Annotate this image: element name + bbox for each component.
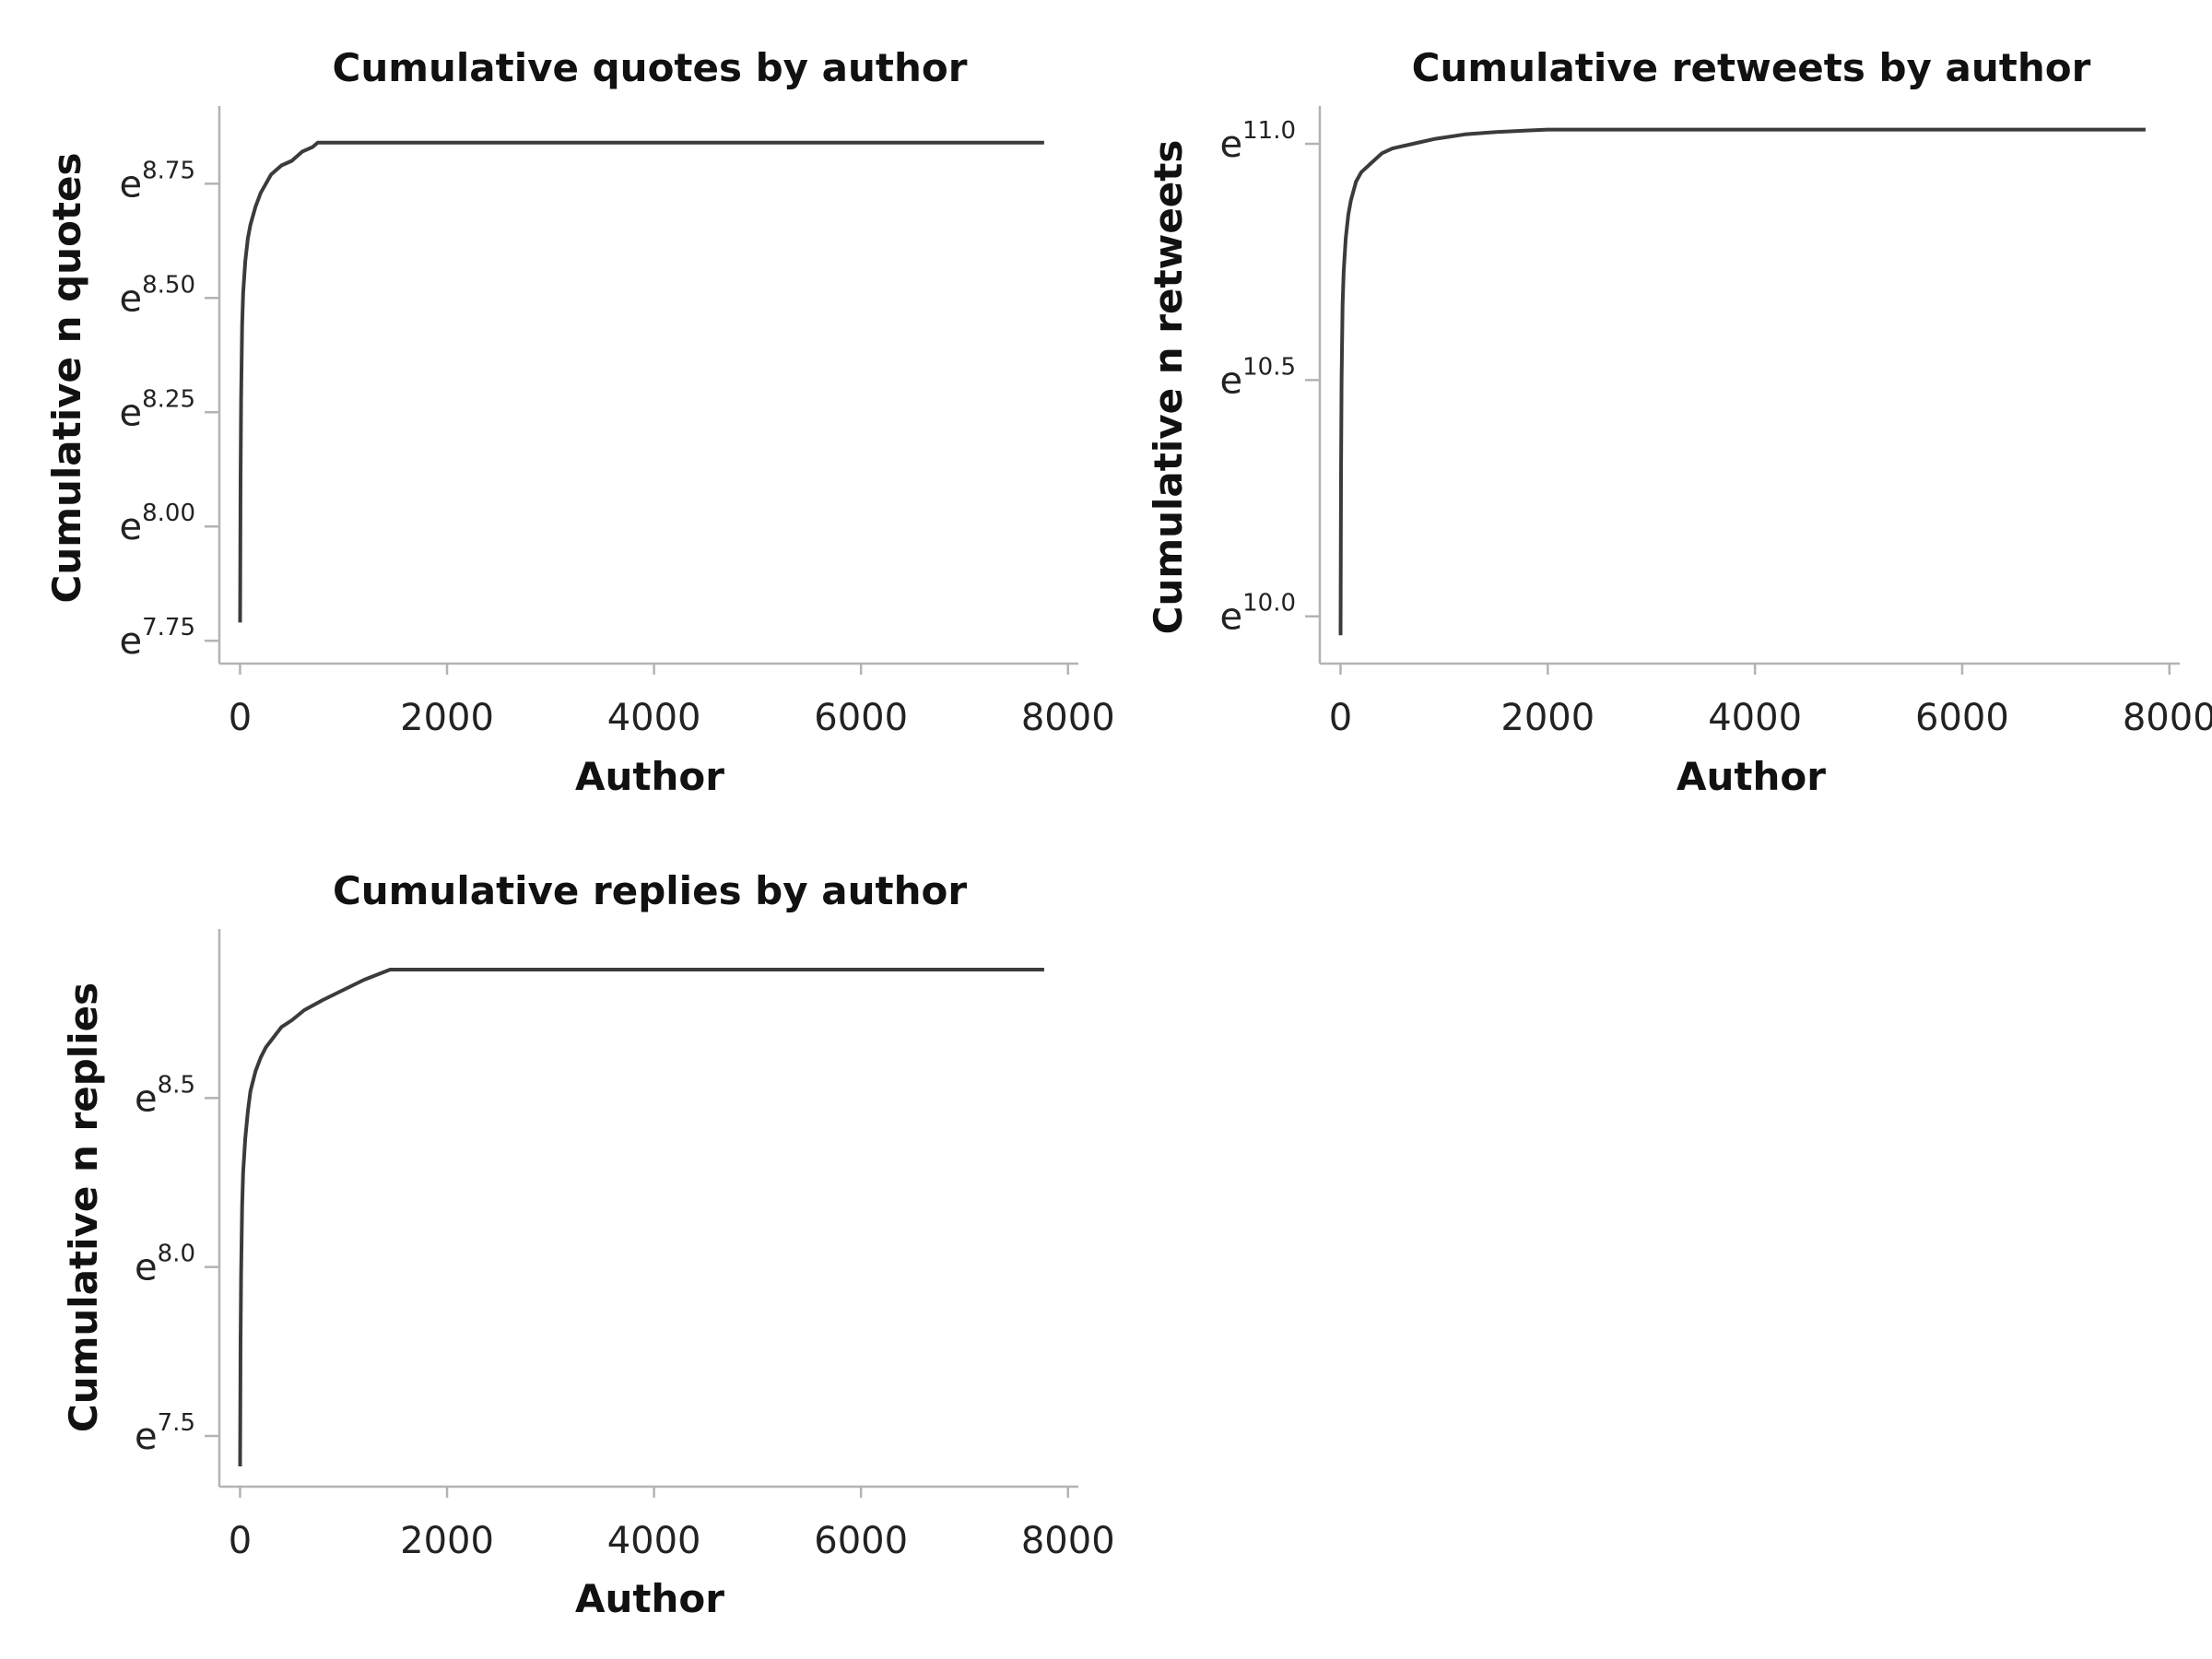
quotes-plot-area: 0 2000 4000 6000 8000 e7.75 e8.00 e8.25 e8.50 e8.… — [120, 106, 1115, 739]
quotes-x-tick-label: 8000 — [1021, 697, 1115, 739]
replies-y-tick-label: e8.5 — [135, 1071, 195, 1120]
replies-plot-area: 0 2000 4000 6000 8000 e7.5 e8.0 e8.5 — [135, 929, 1115, 1562]
quotes-series-line — [238, 140, 1044, 623]
replies-x-tick-label: 8000 — [1021, 1520, 1115, 1562]
retweets-plot-area: 0 2000 4000 6000 8000 e10.0 e10.5 e11.0 — [1220, 106, 2212, 739]
replies-x-axis-label: Author — [575, 1576, 724, 1621]
retweets-y-tick-label: e11.0 — [1220, 117, 1297, 166]
quotes-y-tick-label: e7.75 — [120, 614, 196, 663]
quotes-y-tick-label: e8.25 — [120, 385, 196, 434]
retweets-y-tick-label: e10.5 — [1220, 353, 1297, 402]
replies-chart-title: Cumulative replies by author — [333, 868, 967, 913]
retweets-x-tick-label: 0 — [1329, 697, 1352, 739]
replies-y-axis-label: Cumulative n replies — [61, 982, 106, 1432]
retweets-x-tick-label: 6000 — [1915, 697, 2009, 739]
retweets-chart-title: Cumulative retweets by author — [1412, 45, 2091, 90]
retweets-chart-panel: Cumulative retweets by author Author Cum… — [1146, 45, 2212, 799]
quotes-x-tick-label: 4000 — [607, 697, 701, 739]
replies-chart-panel: Cumulative replies by author Author Cumu… — [61, 868, 1115, 1621]
retweets-y-tick-label: e10.0 — [1220, 590, 1297, 639]
retweets-y-axis-label: Cumulative n retweets — [1146, 140, 1191, 635]
quotes-x-tick-label: 2000 — [400, 697, 494, 739]
replies-x-tick-label: 4000 — [607, 1520, 701, 1562]
replies-x-tick-label: 2000 — [400, 1520, 494, 1562]
quotes-y-tick-label: e8.75 — [120, 157, 196, 206]
quotes-x-tick-label: 0 — [229, 697, 252, 739]
retweets-x-tick-label: 8000 — [2123, 697, 2212, 739]
retweets-x-axis-label: Author — [1677, 754, 1826, 799]
quotes-x-axis-label: Author — [575, 754, 724, 799]
retweets-x-tick-label: 2000 — [1500, 697, 1594, 739]
replies-x-tick-label: 6000 — [814, 1520, 908, 1562]
quotes-y-tick-label: e8.00 — [120, 500, 196, 548]
retweets-x-tick-label: 4000 — [1708, 697, 1802, 739]
retweets-series-line — [1338, 127, 2146, 636]
quotes-chart-title: Cumulative quotes by author — [333, 45, 968, 90]
quotes-y-axis-label: Cumulative n quotes — [44, 153, 89, 604]
replies-y-tick-label: e7.5 — [135, 1409, 195, 1458]
quotes-x-tick-label: 6000 — [814, 697, 908, 739]
replies-y-tick-label: e8.0 — [135, 1241, 195, 1289]
replies-series-line — [238, 968, 1044, 1467]
quotes-chart-panel: Cumulative quotes by author Author Cumul… — [44, 45, 1115, 799]
quotes-y-tick-label: e8.50 — [120, 271, 196, 320]
replies-x-tick-label: 0 — [229, 1520, 252, 1562]
